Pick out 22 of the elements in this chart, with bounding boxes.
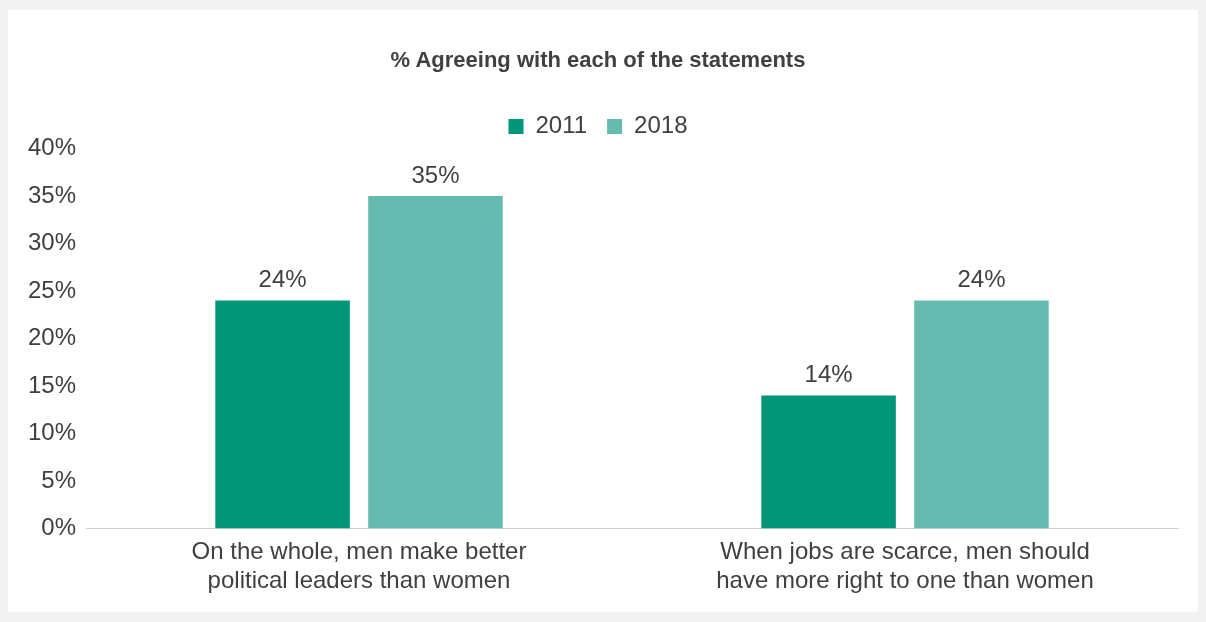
y-tick-label: 0% [41,513,77,541]
legend-label: 2018 [634,111,688,139]
y-tick-label: 15% [27,370,77,398]
y-tick-label: 25% [27,275,77,303]
y-tick-label: 5% [41,465,77,493]
legend-label: 2011 [535,111,588,139]
data-label: 14% [804,360,853,388]
y-tick-label: 40% [27,133,77,161]
x-tick-label: On the whole, men make better political leaders than women [191,537,527,594]
bar [215,300,350,529]
bar [914,300,1049,529]
y-tick-label: 35% [27,180,77,208]
y-tick-label: 30% [27,228,77,256]
x-tick-label: When jobs are scarce, men should have more right to one than women [716,537,1094,594]
data-label: 35% [411,160,460,188]
data-label: 24% [957,265,1006,293]
y-tick-label: 20% [27,323,77,351]
chart-title: % Agreeing with each of the statements [390,47,806,73]
bar [368,195,503,529]
bar [761,395,896,529]
data-label: 24% [258,265,307,293]
y-tick-label: 10% [27,418,77,446]
